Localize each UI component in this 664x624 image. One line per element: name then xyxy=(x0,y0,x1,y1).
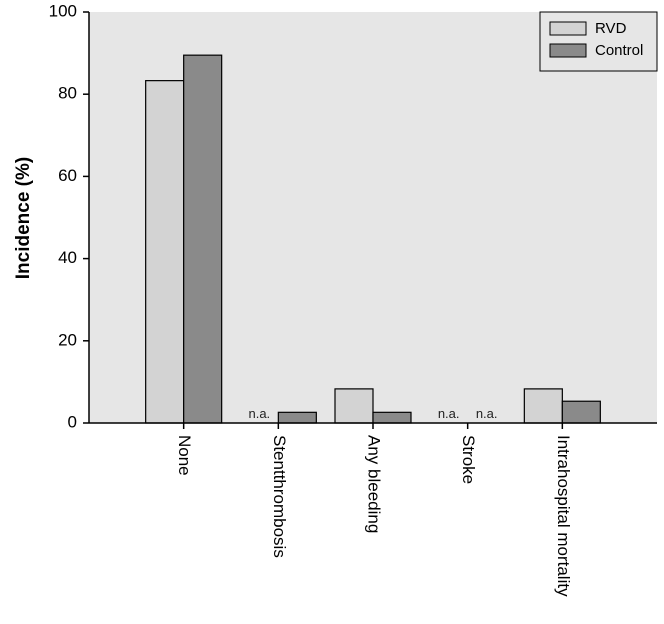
x-tick-label: Stroke xyxy=(459,435,478,484)
bar-control xyxy=(277,411,317,424)
y-tick-label: 100 xyxy=(49,1,77,20)
legend-swatch xyxy=(549,21,587,36)
y-tick-label: 40 xyxy=(58,248,77,267)
legend-label: Control xyxy=(595,42,643,59)
x-axis-ticks: None Stentthrombosis Any bleeding Stroke Int… xyxy=(175,423,573,597)
y-tick-label: 0 xyxy=(68,412,77,431)
na-label: n.a. xyxy=(248,406,270,421)
y-tick-label: 20 xyxy=(58,330,77,349)
y-tick-label: 60 xyxy=(58,166,77,185)
y-axis-label: Incidence (%) xyxy=(13,157,34,279)
legend-label: RVD xyxy=(595,20,627,37)
y-tick-label: 80 xyxy=(58,84,77,103)
x-tick-label: Stentthrombosis xyxy=(270,435,289,558)
bar-control xyxy=(183,54,223,424)
bar-control xyxy=(372,411,412,424)
x-tick-label: Any bleeding xyxy=(365,435,384,533)
legend-swatch xyxy=(549,43,587,58)
bar-rvd xyxy=(334,388,374,424)
x-tick-label: None xyxy=(175,435,194,476)
x-tick-label: Intrahospital mortality xyxy=(554,435,573,597)
bar-rvd xyxy=(145,80,185,424)
na-label: n.a. xyxy=(476,406,498,421)
bar-rvd xyxy=(523,388,563,424)
bar-control xyxy=(561,400,601,424)
legend: RVD Control xyxy=(539,11,658,72)
legend-items: RVD Control xyxy=(549,20,643,59)
na-labels-layer: n.a. n.a. n.a. xyxy=(248,406,497,421)
bars-layer xyxy=(145,54,601,424)
y-axis-ticks: 0 20 40 60 80 100 xyxy=(49,1,89,431)
na-label: n.a. xyxy=(438,406,460,421)
